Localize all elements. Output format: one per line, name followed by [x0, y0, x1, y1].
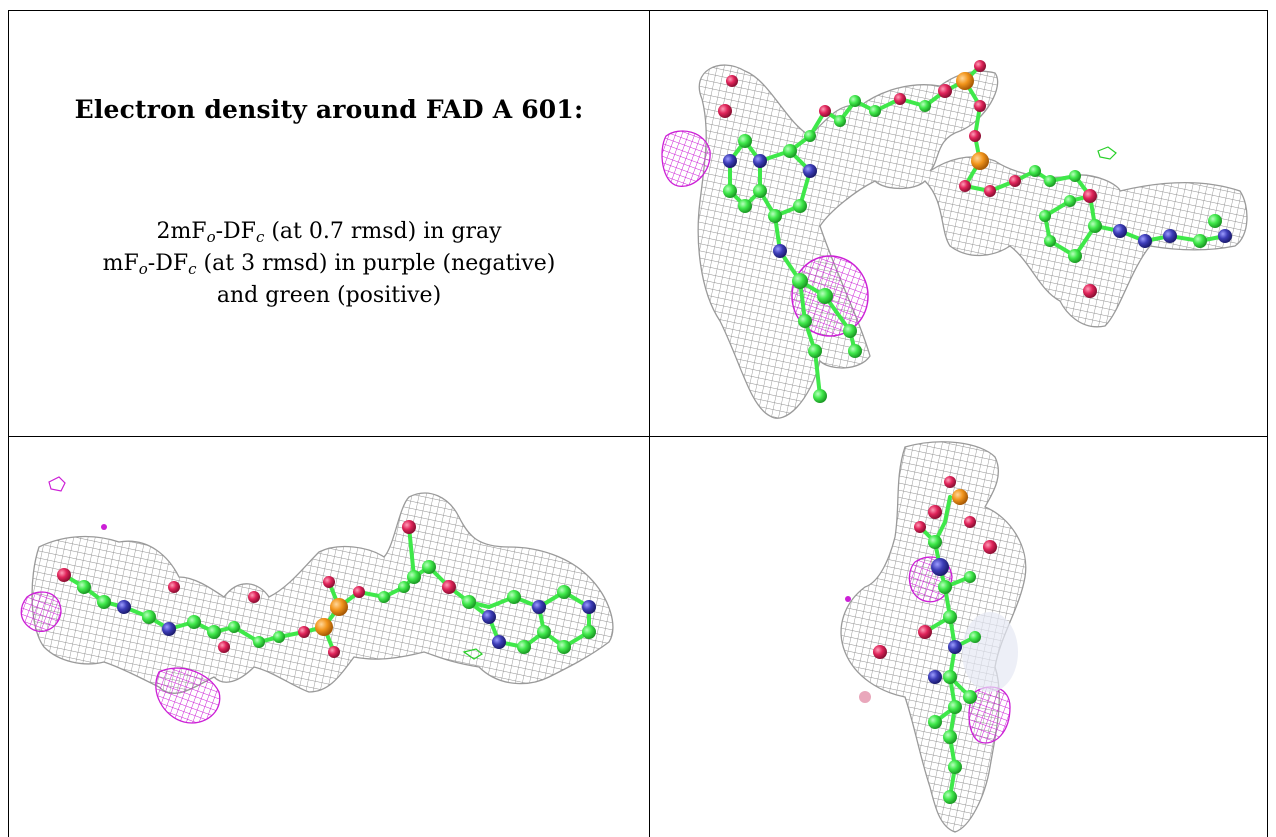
molecule-view-2 [20, 476, 614, 724]
legend-line-positive: and green (positive) [216, 283, 442, 308]
negative-density [845, 596, 851, 602]
density-ghost [962, 612, 1018, 692]
positive-density [462, 648, 484, 660]
molecule-view-1 [661, 60, 1248, 419]
figure-legend: 2mFo-DFc (at 0.7 rmsd) in gray mFo-DFc (… [9, 216, 649, 312]
molecule-view-3 [840, 441, 1027, 833]
view-bottom-left [9, 437, 649, 837]
atoms [859, 476, 997, 804]
atoms [57, 520, 596, 658]
view-bottom-right [650, 437, 1267, 837]
table-divider-vertical [649, 10, 650, 837]
negative-density [48, 476, 66, 492]
legend-line-fo: mFo-DFc (at 3 rmsd) in purple (negative) [102, 251, 556, 278]
figure-table [8, 10, 1268, 837]
density-mesh [31, 492, 614, 694]
negative-density [661, 130, 711, 187]
negative-density [20, 591, 62, 632]
positive-density [1097, 146, 1117, 160]
view-top-right [650, 11, 1267, 436]
table-divider-horizontal [8, 436, 1268, 437]
caption-cell: Electron density around FAD A 601: 2mFo-… [9, 11, 649, 436]
negative-density [155, 667, 221, 724]
figure-title: Electron density around FAD A 601: [74, 95, 584, 124]
legend-line-2fo: 2mFo-DFc (at 0.7 rmsd) in gray [156, 219, 502, 246]
negative-density [101, 524, 107, 530]
atoms [718, 60, 1232, 403]
